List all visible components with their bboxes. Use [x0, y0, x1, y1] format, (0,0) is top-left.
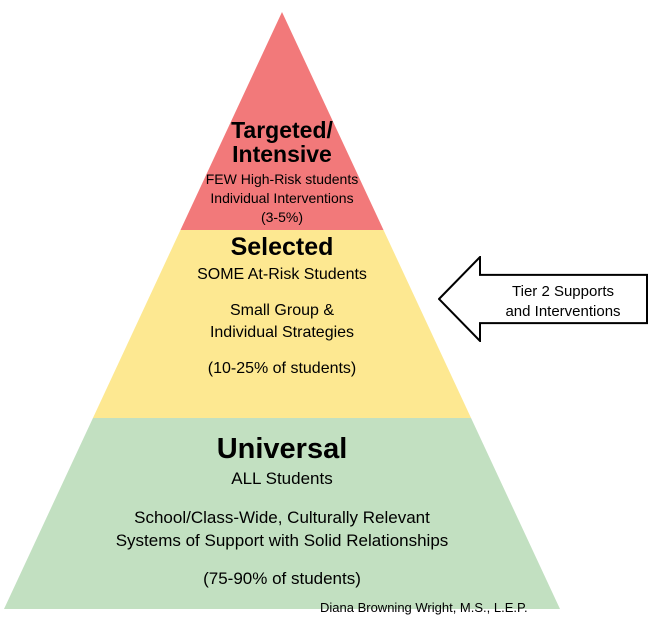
tier-title-universal: Universal	[60, 434, 504, 464]
pyramid-diagram: Targeted/Intensive FEW High-Risk student…	[0, 0, 665, 621]
callout-text: Tier 2 Supports and Interventions	[493, 282, 633, 321]
callout-line2: and Interventions	[505, 303, 620, 320]
tier2-callout-arrow: Tier 2 Supports and Interventions	[438, 256, 648, 342]
tier-title-targeted: Targeted/Intensive	[150, 118, 414, 166]
tier-universal: Universal ALL Students School/Class-Wide…	[60, 434, 504, 591]
tier-body-selected: SOME At-Risk Students Small Group &Indiv…	[100, 264, 464, 379]
callout-line1: Tier 2 Supports	[512, 283, 614, 300]
tier-body-universal: ALL Students School/Class-Wide, Cultural…	[60, 468, 504, 590]
tier-title-selected: Selected	[100, 234, 464, 260]
tier-targeted-intensive: Targeted/Intensive FEW High-Risk student…	[150, 118, 414, 227]
tier-body-targeted: FEW High-Risk studentsIndividual Interve…	[150, 170, 414, 227]
attribution-text: Diana Browning Wright, M.S., L.E.P.	[320, 600, 528, 615]
tier-selected: Selected SOME At-Risk Students Small Gro…	[100, 234, 464, 379]
